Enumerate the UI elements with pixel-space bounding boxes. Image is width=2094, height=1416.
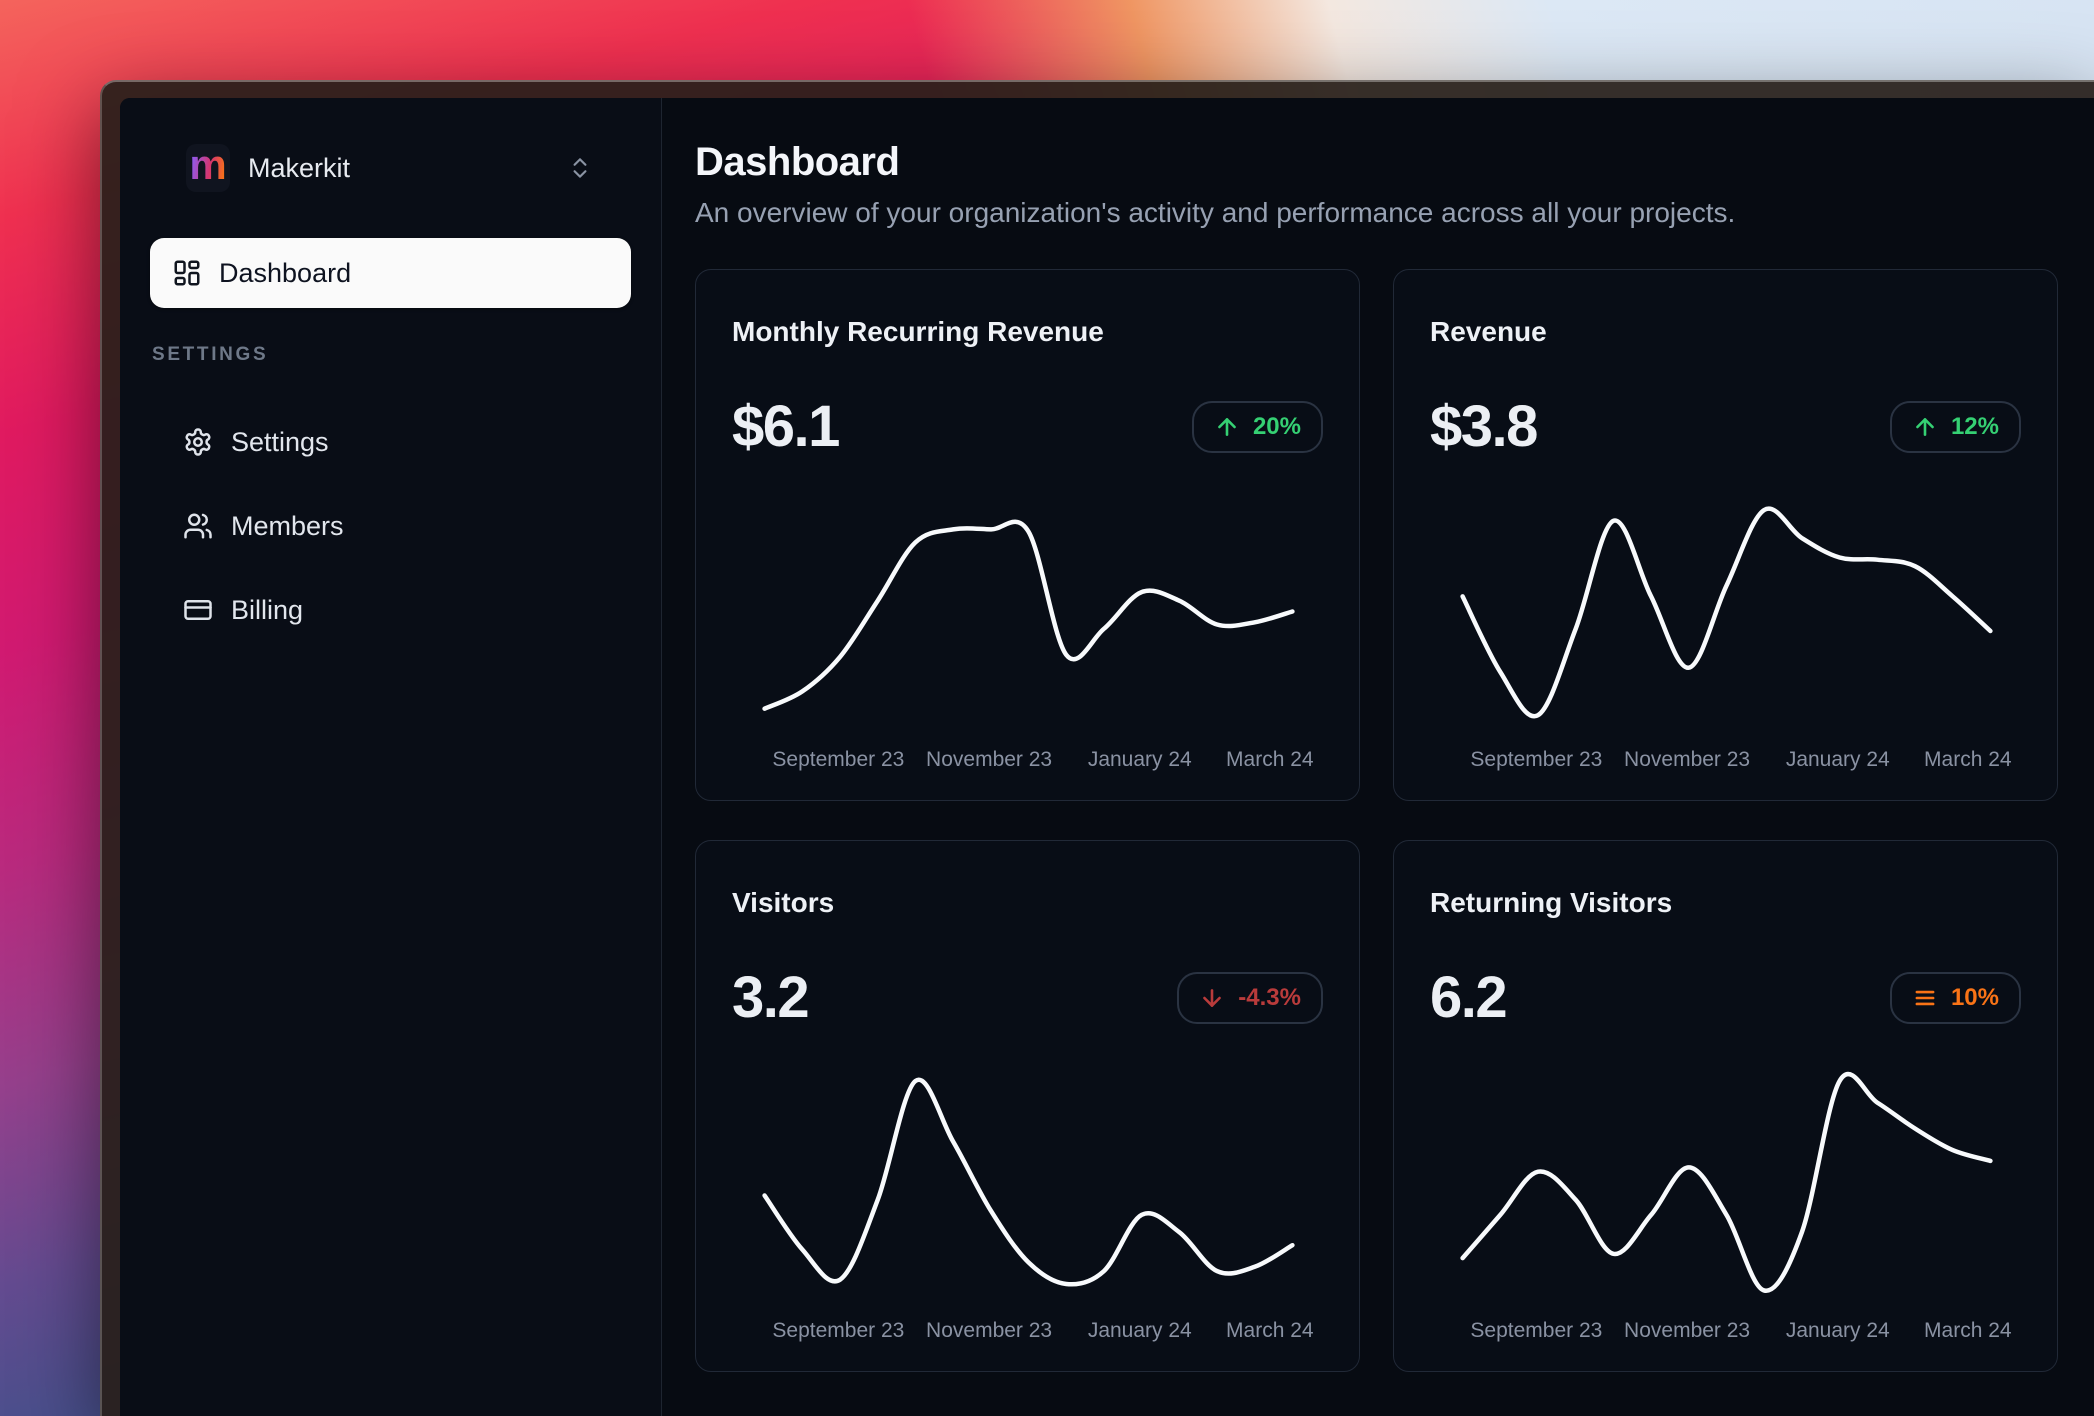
card-title: Monthly Recurring Revenue <box>732 316 1104 347</box>
trend-badge: -4.3% <box>1177 972 1323 1024</box>
sparkline-chart <box>1430 496 2023 744</box>
x-axis-label: March 24 <box>1924 748 2012 771</box>
chevrons-up-down-icon[interactable] <box>567 155 593 181</box>
trend-badge: 20% <box>1191 401 1323 453</box>
sidebar-item-billing[interactable]: Billing <box>150 582 631 638</box>
credit-card-icon <box>183 595 213 625</box>
x-axis: September 23 November 23 January 24 Marc… <box>1430 1319 2021 1349</box>
trend-up-icon <box>1912 414 1938 440</box>
trend-up-icon <box>1214 414 1240 440</box>
metrics-grid: Monthly Recurring Revenue $6.1 20% Septe… <box>695 269 2063 1372</box>
workspace-name: Makerkit <box>248 152 351 183</box>
page-title: Dashboard <box>695 140 900 184</box>
x-axis: September 23 November 23 January 24 Marc… <box>732 1319 1323 1349</box>
sidebar-item-label: Members <box>231 510 344 541</box>
value-row: 6.2 10% <box>1430 959 2021 1037</box>
makerkit-logo: m <box>186 144 230 192</box>
x-axis: September 23 November 23 January 24 Marc… <box>1430 748 2021 778</box>
x-axis-label: November 23 <box>1624 1319 1751 1342</box>
x-axis-label: November 23 <box>926 748 1053 771</box>
trend-flat-bars-icon <box>1912 985 1938 1011</box>
page-subtitle: An overview of your organization's activ… <box>695 197 1736 228</box>
metric-value: $3.8 <box>1430 394 1538 460</box>
x-axis-label: March 24 <box>1924 1319 2012 1342</box>
trend-value: 10% <box>1950 984 1999 1011</box>
trend-down-icon <box>1199 985 1225 1011</box>
trend-badge: 10% <box>1889 972 2021 1024</box>
x-axis-label: January 24 <box>1785 748 1890 771</box>
metric-card-mrr: Monthly Recurring Revenue $6.1 20% Septe… <box>695 269 1360 801</box>
sidebar-item-label: Settings <box>231 426 329 457</box>
x-axis-label: March 24 <box>1226 748 1314 771</box>
card-title: Revenue <box>1430 316 1547 347</box>
value-row: $6.1 20% <box>732 388 1323 466</box>
metric-card-revenue: Revenue $3.8 12% September 23 November 2… <box>1393 269 2058 801</box>
sidebar-item-dashboard[interactable]: Dashboard <box>150 238 631 308</box>
x-axis-label: January 24 <box>1785 1319 1890 1342</box>
metric-value: 3.2 <box>732 965 810 1031</box>
sparkline-chart <box>732 496 1325 744</box>
card-title: Visitors <box>732 887 835 918</box>
trend-value: -4.3% <box>1238 984 1301 1011</box>
x-axis-label: September 23 <box>772 1319 905 1342</box>
trend-value: 12% <box>1950 413 1999 440</box>
users-icon <box>183 511 213 541</box>
app-window: m Makerkit Dashboard SETTINGS Setti <box>100 80 2094 1416</box>
sidebar-section-label: SETTINGS <box>152 344 269 365</box>
main-content: Dashboard An overview of your organizati… <box>662 98 2094 1416</box>
sidebar: m Makerkit Dashboard SETTINGS Setti <box>120 98 662 1416</box>
sparkline-chart <box>1430 1067 2023 1315</box>
trend-value: 20% <box>1252 413 1301 440</box>
x-axis-label: March 24 <box>1226 1319 1314 1342</box>
x-axis-label: September 23 <box>1470 1319 1603 1342</box>
layout-dashboard-icon <box>172 258 202 288</box>
metric-card-visitors: Visitors 3.2 -4.3% September 23 November… <box>695 840 1360 1372</box>
x-axis-label: November 23 <box>1624 748 1751 771</box>
metric-card-returning-visitors: Returning Visitors 6.2 10% September 23 … <box>1393 840 2058 1372</box>
card-title: Returning Visitors <box>1430 887 1673 918</box>
app-window-content: m Makerkit Dashboard SETTINGS Setti <box>120 98 2094 1416</box>
gear-icon <box>183 427 213 457</box>
x-axis-label: January 24 <box>1087 1319 1192 1342</box>
sidebar-item-label: Dashboard <box>219 257 352 288</box>
metric-value: $6.1 <box>732 394 840 460</box>
sparkline-chart <box>732 1067 1325 1315</box>
trend-badge: 12% <box>1889 401 2021 453</box>
sidebar-item-label: Billing <box>231 594 304 625</box>
value-row: 3.2 -4.3% <box>732 959 1323 1037</box>
sidebar-item-settings[interactable]: Settings <box>150 414 631 470</box>
x-axis-label: January 24 <box>1087 748 1192 771</box>
sidebar-item-members[interactable]: Members <box>150 498 631 554</box>
metric-value: 6.2 <box>1430 965 1508 1031</box>
x-axis-label: November 23 <box>926 1319 1053 1342</box>
sidebar-settings-list: Settings Members Billing <box>150 414 631 638</box>
x-axis-label: September 23 <box>772 748 905 771</box>
x-axis: September 23 November 23 January 24 Marc… <box>732 748 1323 778</box>
value-row: $3.8 12% <box>1430 388 2021 466</box>
workspace-selector[interactable]: m Makerkit <box>150 144 631 192</box>
x-axis-label: September 23 <box>1470 748 1603 771</box>
